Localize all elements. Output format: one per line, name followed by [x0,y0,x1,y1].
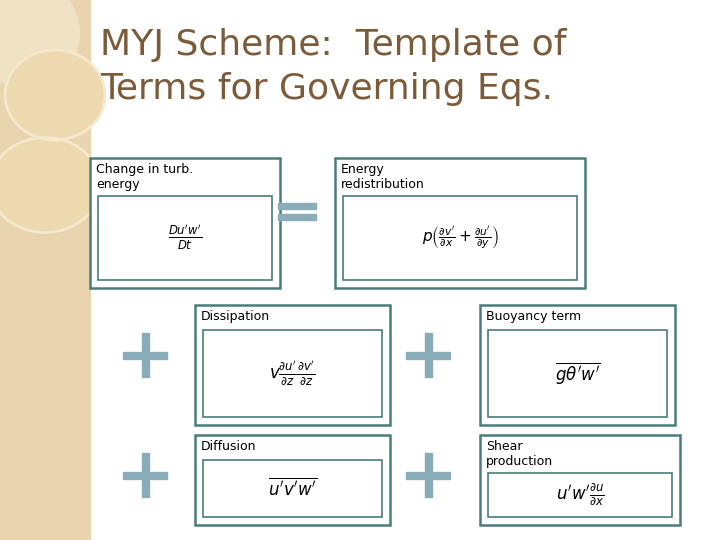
Text: Dissipation: Dissipation [201,310,270,323]
Bar [488,473,672,517]
Text: Buoyancy term: Buoyancy term [486,310,581,323]
Bar [335,158,585,288]
Text: $\frac{Du'w'}{Dt}$: $\frac{Du'w'}{Dt}$ [168,224,202,252]
Ellipse shape [0,0,79,86]
Bar [123,352,167,359]
Bar [142,453,149,497]
Bar [98,196,272,280]
Text: Diffusion: Diffusion [201,440,256,453]
Text: $\overline{u'v'w'}$: $\overline{u'v'w'}$ [268,477,318,500]
Text: Shear
production: Shear production [486,440,553,468]
Text: Terms for Governing Eqs.: Terms for Governing Eqs. [100,72,553,106]
Bar [195,435,390,525]
Bar [425,453,432,497]
Bar [488,330,667,417]
Bar [406,472,450,479]
Bar [203,330,382,417]
Bar [425,333,432,377]
Bar [480,435,680,525]
Bar [0,0,90,540]
Bar [480,305,675,425]
Bar [278,203,316,209]
Bar [195,305,390,425]
Bar [203,460,382,517]
Bar [343,196,577,280]
Bar [278,214,316,220]
Text: MYJ Scheme:  Template of: MYJ Scheme: Template of [100,28,567,62]
Text: $u'w'\frac{\partial u}{\partial x}$: $u'w'\frac{\partial u}{\partial x}$ [556,482,604,508]
Ellipse shape [5,50,105,140]
Bar [90,158,280,288]
Bar [406,352,450,359]
Text: Energy
redistribution: Energy redistribution [341,163,425,191]
Text: $v\frac{\partial u'}{\partial z}\frac{\partial v'}{\partial z}$: $v\frac{\partial u'}{\partial z}\frac{\p… [269,360,316,387]
Ellipse shape [0,138,100,233]
Text: $p\left(\frac{\partial v'}{\partial x}+\frac{\partial u'}{\partial y}\right)$: $p\left(\frac{\partial v'}{\partial x}+\… [422,225,498,252]
Bar [142,333,149,377]
Text: $\overline{g\theta'w'}$: $\overline{g\theta'w'}$ [554,361,600,387]
Text: Change in turb.
energy: Change in turb. energy [96,163,193,191]
Bar [123,472,167,479]
